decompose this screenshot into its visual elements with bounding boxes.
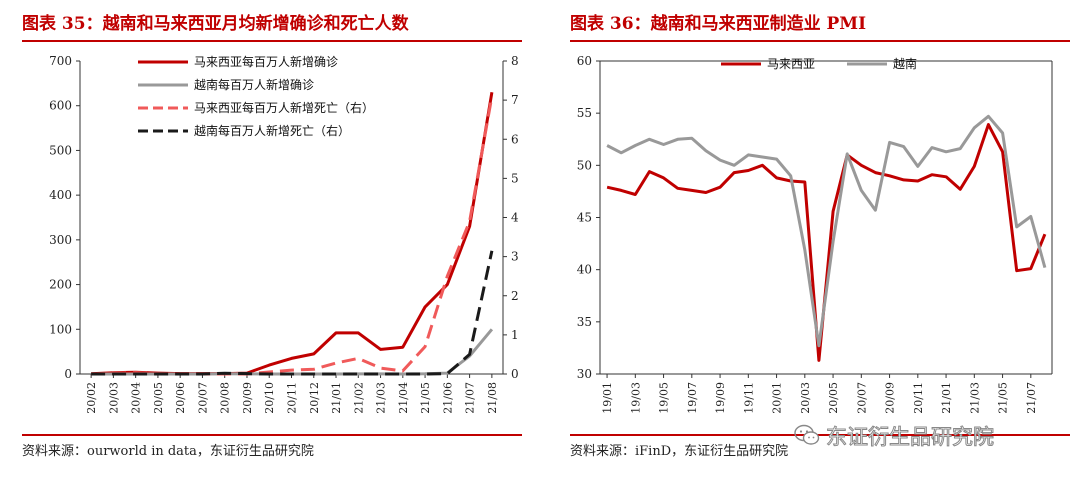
chart-title: 图表 36：越南和马来西亚制造业 PMI <box>570 14 867 34</box>
y-tick-label: 50 <box>577 158 592 172</box>
x-tick-label: 20/09 <box>241 382 254 414</box>
y2-tick-label: 8 <box>511 54 519 68</box>
source-note: 资料来源：ourworld in data，东证衍生品研究院 <box>22 444 314 459</box>
y2-tick-label: 1 <box>511 328 519 342</box>
source-divider <box>22 434 522 436</box>
x-tick-label: 20/11 <box>286 382 299 414</box>
legend-label: 马来西亚每百万人新增确诊 <box>194 54 338 69</box>
y-tick-label: 60 <box>577 54 592 68</box>
x-tick-label: 21/05 <box>419 382 432 414</box>
x-tick-label: 19/07 <box>686 382 699 414</box>
x-tick-label: 20/11 <box>912 382 925 414</box>
y2-tick-label: 4 <box>511 211 519 225</box>
left-chart-panel: 图表 35：越南和马来西亚月均新增确诊和死亡人数 0 100 200 300 400 50… <box>0 0 532 482</box>
y2-tick-label: 6 <box>511 132 519 146</box>
x-tick-label: 21/01 <box>940 382 953 414</box>
y-tick-label: 45 <box>577 211 592 225</box>
y-tick-label: 35 <box>577 315 592 329</box>
y-tick-label: 400 <box>49 188 72 202</box>
legend-label: 马来西亚每百万人新增死亡（右） <box>194 100 374 115</box>
x-tick-label: 20/08 <box>219 382 232 414</box>
x-tick-label: 20/05 <box>152 382 165 414</box>
series-line <box>91 328 494 376</box>
source-divider <box>570 434 1070 436</box>
x-tick-label: 21/07 <box>464 382 477 414</box>
x-tick-label: 21/07 <box>1025 382 1038 414</box>
x-tick-label: 21/01 <box>330 382 343 414</box>
watermark-text: 东证衍生品研究院 <box>826 425 995 450</box>
legend-label: 越南每百万人新增死亡（右） <box>194 123 350 138</box>
title-divider <box>22 40 522 42</box>
source-note: 资料来源：iFinD，东证衍生品研究院 <box>570 444 789 459</box>
x-tick-label: 19/05 <box>658 382 671 414</box>
x-tick-label: 21/03 <box>375 382 388 414</box>
y-tick-label: 500 <box>49 143 72 157</box>
y-tick-label: 300 <box>49 233 72 247</box>
x-tick-label: 19/09 <box>714 382 727 414</box>
x-tick-label: 21/08 <box>486 382 499 414</box>
y-tick-label: 0 <box>64 367 72 381</box>
x-tick-label: 19/03 <box>629 382 642 414</box>
x-tick-label: 20/06 <box>174 382 187 414</box>
series-line <box>606 123 1047 362</box>
pmi-chart: 30 35 40 45 50 55 60 19/01 19/03 19/05 19/07 19/09 1… <box>577 54 1053 414</box>
x-tick-label: 20/03 <box>107 382 120 414</box>
y2-tick-label: 3 <box>511 250 519 264</box>
y2-tick-label: 7 <box>511 93 519 107</box>
x-tick-label: 20/01 <box>771 382 784 414</box>
watermark: 东证衍生品研究院 <box>790 418 1070 452</box>
x-tick-label: 20/07 <box>196 382 209 414</box>
y-tick-label: 100 <box>49 322 72 336</box>
legend-label: 马来西亚 <box>767 57 815 71</box>
y-tick-label: 600 <box>49 99 72 113</box>
covid-cases-deaths-chart: 0 100 200 300 400 500 600 700 0 1 2 3 4 5 6 7 8 20/02 20/0… <box>49 54 519 414</box>
x-tick-label: 20/07 <box>855 382 868 414</box>
chart-title: 图表 35：越南和马来西亚月均新增确诊和死亡人数 <box>22 14 409 34</box>
y-tick-label: 700 <box>49 54 72 68</box>
x-tick-label: 21/02 <box>352 382 365 414</box>
legend-label: 越南每百万人新增确诊 <box>194 77 314 92</box>
title-divider <box>570 40 1070 42</box>
x-tick-label: 20/02 <box>85 382 98 414</box>
x-tick-label: 21/03 <box>968 382 981 414</box>
x-tick-label: 20/04 <box>130 382 143 414</box>
x-tick-label: 21/04 <box>397 382 410 414</box>
y-tick-label: 30 <box>577 367 592 381</box>
y2-tick-label: 0 <box>511 367 519 381</box>
wechat-icon <box>794 424 820 445</box>
x-tick-label: 21/05 <box>997 382 1010 414</box>
x-tick-label: 19/11 <box>742 382 755 414</box>
x-tick-label: 20/10 <box>263 382 276 414</box>
x-tick-label: 19/01 <box>601 382 614 414</box>
x-tick-label: 21/06 <box>441 382 454 414</box>
y2-tick-label: 5 <box>511 171 519 185</box>
y-tick-label: 200 <box>49 278 72 292</box>
x-tick-label: 20/03 <box>799 382 812 414</box>
y-tick-label: 55 <box>577 106 592 120</box>
x-tick-label: 20/05 <box>827 382 840 414</box>
legend-label: 越南 <box>893 56 917 71</box>
right-chart-panel: 图表 36：越南和马来西亚制造业 PMI 30 35 40 45 50 55 60 19/01… <box>548 0 1080 482</box>
y2-tick-label: 2 <box>511 289 519 303</box>
series-line <box>606 114 1047 348</box>
x-tick-label: 20/09 <box>884 382 897 414</box>
y-tick-label: 40 <box>577 263 592 277</box>
series-line <box>91 250 494 376</box>
x-tick-label: 20/12 <box>308 382 321 414</box>
